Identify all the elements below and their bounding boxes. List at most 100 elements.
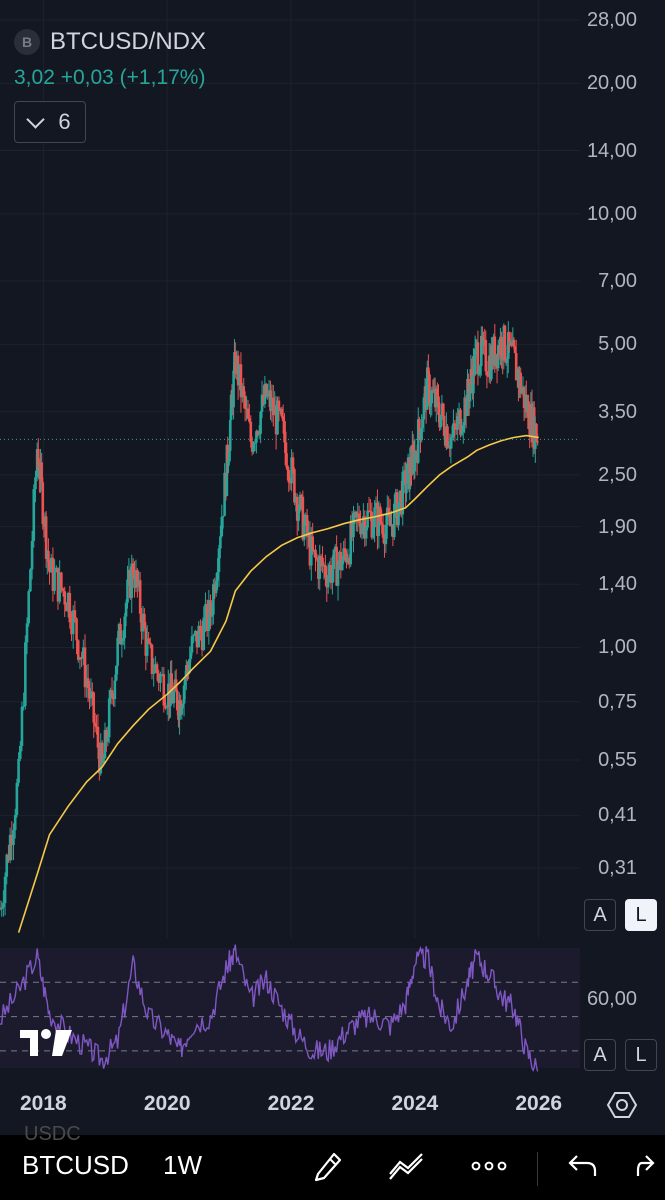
candle-body (479, 335, 483, 367)
candle-body (264, 383, 268, 397)
candle-body (416, 419, 420, 463)
time-axis[interactable]: 2018 2020 2022 2024 2026 (0, 1082, 665, 1130)
time-tick-label: 2024 (391, 1092, 439, 1115)
candle-body (402, 470, 406, 472)
candle-body (473, 348, 477, 375)
candle-body (117, 624, 121, 638)
candle-body (418, 419, 421, 431)
candle-body (322, 565, 326, 567)
candle-body (113, 680, 117, 700)
candle-body (429, 403, 432, 407)
rsi-line (0, 944, 539, 1072)
candle-body (96, 726, 100, 748)
symbol-button[interactable]: BTCUSD (22, 1150, 129, 1180)
candle-body (71, 610, 75, 635)
candle-body (335, 546, 338, 586)
price-tick-label: 0,75 (598, 690, 637, 713)
candle-body (220, 516, 224, 537)
price-chart-canvas[interactable] (0, 0, 580, 938)
candle-body (54, 567, 58, 572)
log-scale-button[interactable]: L (625, 899, 657, 931)
price-scale[interactable]: 28,00 20,00 14,00 10,00 7,00 5,00 3,50 2,50 1,90… (580, 0, 665, 1080)
chevron-down-icon (26, 109, 46, 129)
rsi-panel[interactable] (0, 940, 580, 1075)
candle-body (343, 548, 347, 554)
candle-body (353, 511, 357, 513)
candle-body (160, 674, 164, 676)
candle-body (461, 425, 465, 432)
candle-body (75, 618, 78, 641)
candle-body (390, 524, 393, 527)
candle-body (3, 876, 7, 904)
chart-settings-icon[interactable] (606, 1089, 638, 1121)
candle-body (190, 636, 194, 653)
candle-body (332, 549, 336, 570)
candle-body (210, 614, 214, 617)
candle-body (308, 531, 312, 566)
price-tick-label: 0,55 (598, 749, 637, 772)
candle-body (249, 421, 253, 442)
candle-body (437, 396, 440, 415)
candle-body (230, 394, 234, 396)
candle-body (217, 548, 221, 573)
candle-body (414, 451, 418, 454)
price-tick-label: 2,50 (598, 463, 637, 486)
rsi-auto-scale-button[interactable]: A (584, 1039, 616, 1071)
candle-body (255, 431, 258, 443)
candle-body (309, 536, 313, 566)
auto-scale-button[interactable]: A (584, 899, 616, 931)
candle-body (34, 477, 37, 490)
candle-body (457, 409, 461, 417)
candle-body (352, 512, 355, 538)
draw-pen-icon[interactable] (310, 1148, 346, 1184)
candle-body (288, 482, 292, 484)
candle-body (514, 353, 518, 381)
candle-body (467, 378, 470, 393)
candle-body (56, 567, 60, 602)
indicators-icon[interactable] (386, 1148, 426, 1184)
candle-body (485, 371, 489, 376)
candle-body (185, 665, 188, 679)
indicators-toggle-button[interactable]: 6 (14, 101, 86, 143)
candle-body (460, 431, 464, 435)
candle-body (239, 364, 243, 398)
candle-body (342, 548, 345, 561)
time-tick-label: 2018 (19, 1092, 67, 1115)
candle-body (141, 613, 145, 632)
candle-body (246, 408, 250, 419)
candle-body (213, 584, 217, 594)
candle-body (49, 557, 53, 573)
candle-body (267, 390, 271, 394)
candle-body (85, 678, 88, 688)
candle-body (157, 673, 161, 683)
candle-body (88, 688, 91, 699)
candle-body (325, 577, 329, 588)
price-tick-label: 5,00 (598, 333, 637, 356)
symbol-title[interactable]: BTCUSD/NDX (50, 28, 207, 55)
redo-icon[interactable] (636, 1148, 665, 1184)
candle-body (496, 345, 500, 368)
candle-body (245, 408, 248, 410)
interval-button[interactable]: 1W (163, 1150, 202, 1180)
candle-body (51, 557, 55, 591)
candle-body (338, 551, 341, 565)
candle-body (400, 490, 403, 515)
candle-body (474, 343, 478, 349)
candle-body (290, 457, 293, 484)
candle-body (47, 550, 50, 562)
more-options-icon[interactable] (469, 1148, 509, 1184)
candle-body (442, 415, 446, 436)
candle-body (180, 707, 184, 715)
candle-body (420, 427, 423, 441)
rsi-log-scale-button[interactable]: L (625, 1039, 657, 1071)
candle-body (183, 678, 187, 686)
candle-body (41, 482, 45, 525)
candle-body (70, 622, 73, 635)
candle-body (449, 437, 453, 449)
candle-body (345, 553, 348, 563)
undo-icon[interactable] (565, 1148, 601, 1184)
candle-body (73, 610, 77, 619)
candle-body (228, 450, 231, 461)
candle-body (340, 560, 344, 571)
candle-body (114, 665, 118, 681)
